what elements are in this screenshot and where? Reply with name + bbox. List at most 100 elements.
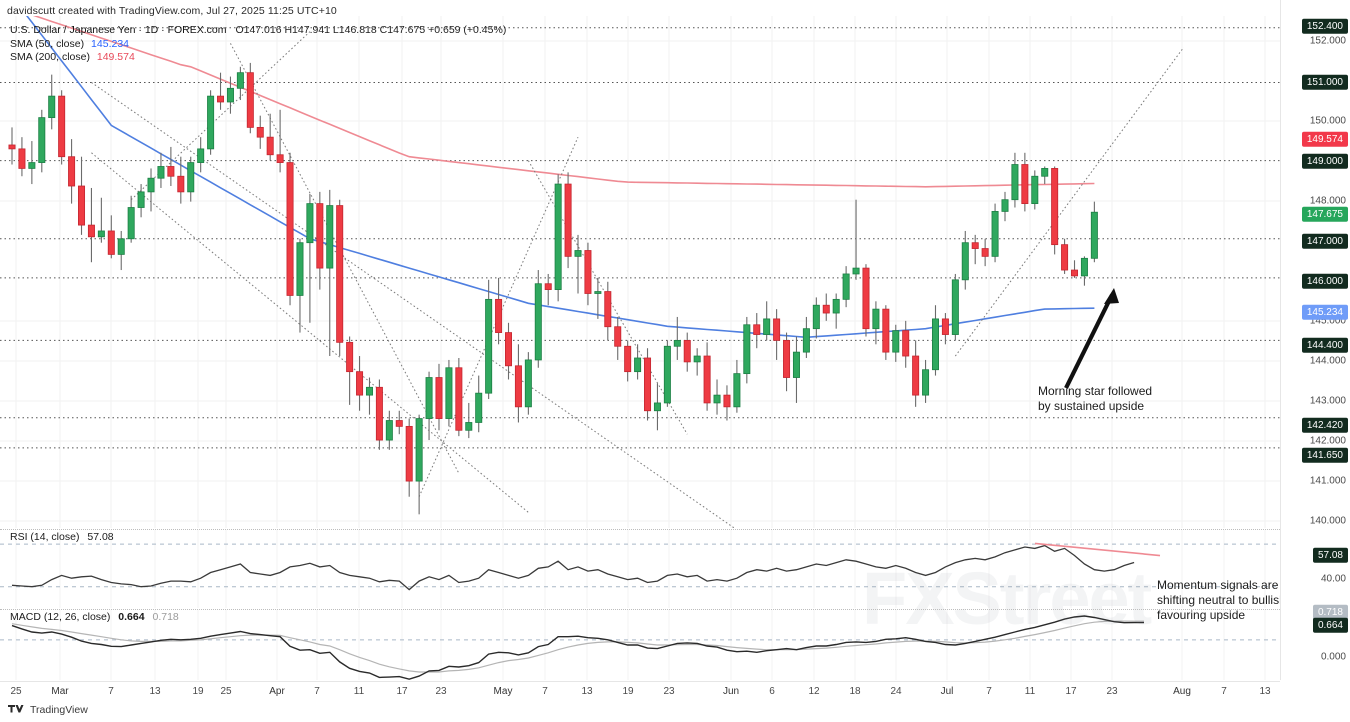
time-axis-tick: 13 [581, 686, 593, 697]
annotation-morning-star: Morning star followed by sustained upsid… [1038, 384, 1153, 413]
pane-separator-rsi [0, 529, 1280, 530]
candlestick [723, 385, 731, 421]
candlestick [256, 115, 264, 149]
price-chart-canvas [0, 16, 1280, 528]
candlestick [177, 156, 185, 204]
candlestick [475, 375, 483, 433]
candlestick [326, 189, 334, 357]
time-axis-tick: 24 [890, 686, 902, 697]
candlestick [812, 297, 820, 339]
time-axis-tick: Aug [1173, 686, 1191, 697]
macd-legend: MACD (12, 26, close) 0.664 0.718 [10, 611, 179, 625]
price-axis-pill: 141.650 [1301, 447, 1348, 463]
price-axis-pill: 151.000 [1301, 74, 1348, 90]
trendline [230, 43, 460, 474]
candlestick [197, 137, 205, 173]
candlestick [435, 363, 443, 431]
price-axis-tick: 150.000 [1309, 115, 1346, 127]
annotation-arrow-icon [1064, 288, 1119, 389]
candlestick [604, 281, 612, 341]
price-axis-tick: 144.000 [1309, 355, 1346, 367]
price-axis-pill: 147.000 [1301, 233, 1348, 249]
candlestick [78, 156, 86, 235]
candlestick [951, 273, 959, 341]
candlestick [574, 234, 582, 294]
candlestick [276, 109, 284, 173]
candlestick [693, 348, 701, 376]
candlestick [912, 340, 920, 407]
time-axis-tick: 12 [808, 686, 820, 697]
candlestick [137, 184, 145, 218]
time-axis-tick: 25 [10, 686, 22, 697]
price-axis-pill: 149.000 [1301, 153, 1348, 169]
rsi-axis-pill: 57.08 [1312, 547, 1348, 563]
macd-signal-line [11, 620, 1144, 673]
candlestick [882, 305, 890, 360]
candlestick [365, 377, 373, 415]
candlestick [28, 141, 36, 185]
candlestick [455, 357, 463, 437]
macd-signal-value: 0.718 [152, 611, 179, 623]
candlestick [802, 316, 810, 358]
macd-axis-pill: 0.718 [1312, 604, 1348, 620]
sma200-line [32, 16, 1095, 188]
time-axis-tick: 11 [353, 686, 365, 697]
candlestick [584, 242, 592, 306]
macd-legend-label: MACD (12, 26, close) [10, 611, 111, 623]
candlestick [763, 301, 771, 341]
time-scale[interactable]: 25 Mar 7 13 19 25 Apr 7 11 17 23 May 7 13 19 23 Jun 6 12 18… [0, 681, 1280, 703]
candlestick [226, 76, 234, 114]
candlestick [445, 359, 453, 427]
candlestick [405, 418, 413, 497]
candlestick [385, 410, 393, 450]
candlestick [644, 348, 652, 421]
price-scale[interactable]: 152.000 150.000 148.000 145.000 144.000 143.0… [1280, 0, 1350, 680]
candlestick [395, 410, 403, 435]
candlestick [753, 313, 761, 349]
time-axis-tick: 13 [149, 686, 161, 697]
price-axis-pill: 146.000 [1301, 273, 1348, 289]
candlestick [127, 195, 135, 243]
rsi-trendline [1034, 542, 1161, 557]
candlestick [544, 273, 552, 306]
time-axis-tick: 7 [108, 686, 114, 697]
candlestick [1080, 256, 1088, 286]
tradingview-mark-icon [8, 704, 24, 712]
candlestick [1041, 166, 1049, 185]
candlestick [415, 414, 423, 515]
candlestick [733, 359, 741, 413]
chart-legend: U.S. Dollar / Japanese Yen · 1D · FOREX.… [10, 24, 506, 65]
rsi-line [11, 544, 1135, 591]
candlestick [58, 90, 66, 165]
candlestick [246, 62, 254, 134]
candlestick [87, 187, 95, 263]
time-axis-tick: 18 [849, 686, 861, 697]
trendline [91, 82, 736, 528]
candlestick [1031, 170, 1039, 210]
legend-ohlc: O147.016 H147.941 L146.818 C147.675 +0.6… [235, 24, 507, 36]
candlestick [485, 279, 493, 400]
price-pane [0, 16, 1280, 528]
candlestick [266, 113, 274, 161]
candlestick [217, 72, 225, 110]
candlestick [872, 301, 880, 345]
time-axis-tick: 6 [769, 686, 775, 697]
candlestick [1061, 238, 1069, 274]
candlestick [68, 139, 76, 204]
rsi-axis-tick: 40.00 [1320, 573, 1346, 585]
candlestick [743, 316, 751, 384]
candlestick [624, 340, 632, 382]
candlestick [207, 90, 215, 155]
candlestick [524, 352, 532, 415]
candlestick [683, 332, 691, 372]
candlestick [306, 193, 314, 323]
candlestick [465, 402, 473, 439]
annotation-momentum: Momentum signals are shifting neutral to… [1157, 578, 1290, 622]
candlestick [425, 371, 433, 441]
macd-legend-value: 0.664 [118, 611, 145, 623]
price-axis-pill: 142.420 [1301, 417, 1348, 433]
macd-line [11, 615, 1144, 680]
rsi-legend: RSI (14, close) 57.08 [10, 531, 114, 545]
macd-pane [0, 610, 1280, 680]
